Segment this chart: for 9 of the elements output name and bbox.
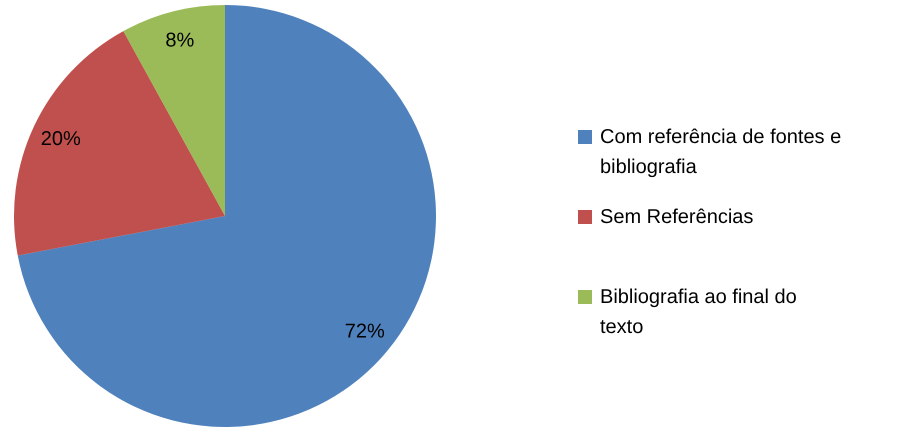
- data-label: 8%: [165, 29, 195, 52]
- legend-label: Bibliografia ao final do texto: [600, 286, 797, 338]
- legend-label: Com referência de fontes e bibliografia: [600, 126, 842, 178]
- data-label: 20%: [40, 128, 82, 150]
- pie-slice: [14, 31, 225, 256]
- data-label: 72%: [344, 320, 386, 343]
- pie-slice: [123, 5, 225, 216]
- legend-label: Sem Referências: [600, 206, 754, 228]
- pie-slice: [18, 5, 436, 427]
